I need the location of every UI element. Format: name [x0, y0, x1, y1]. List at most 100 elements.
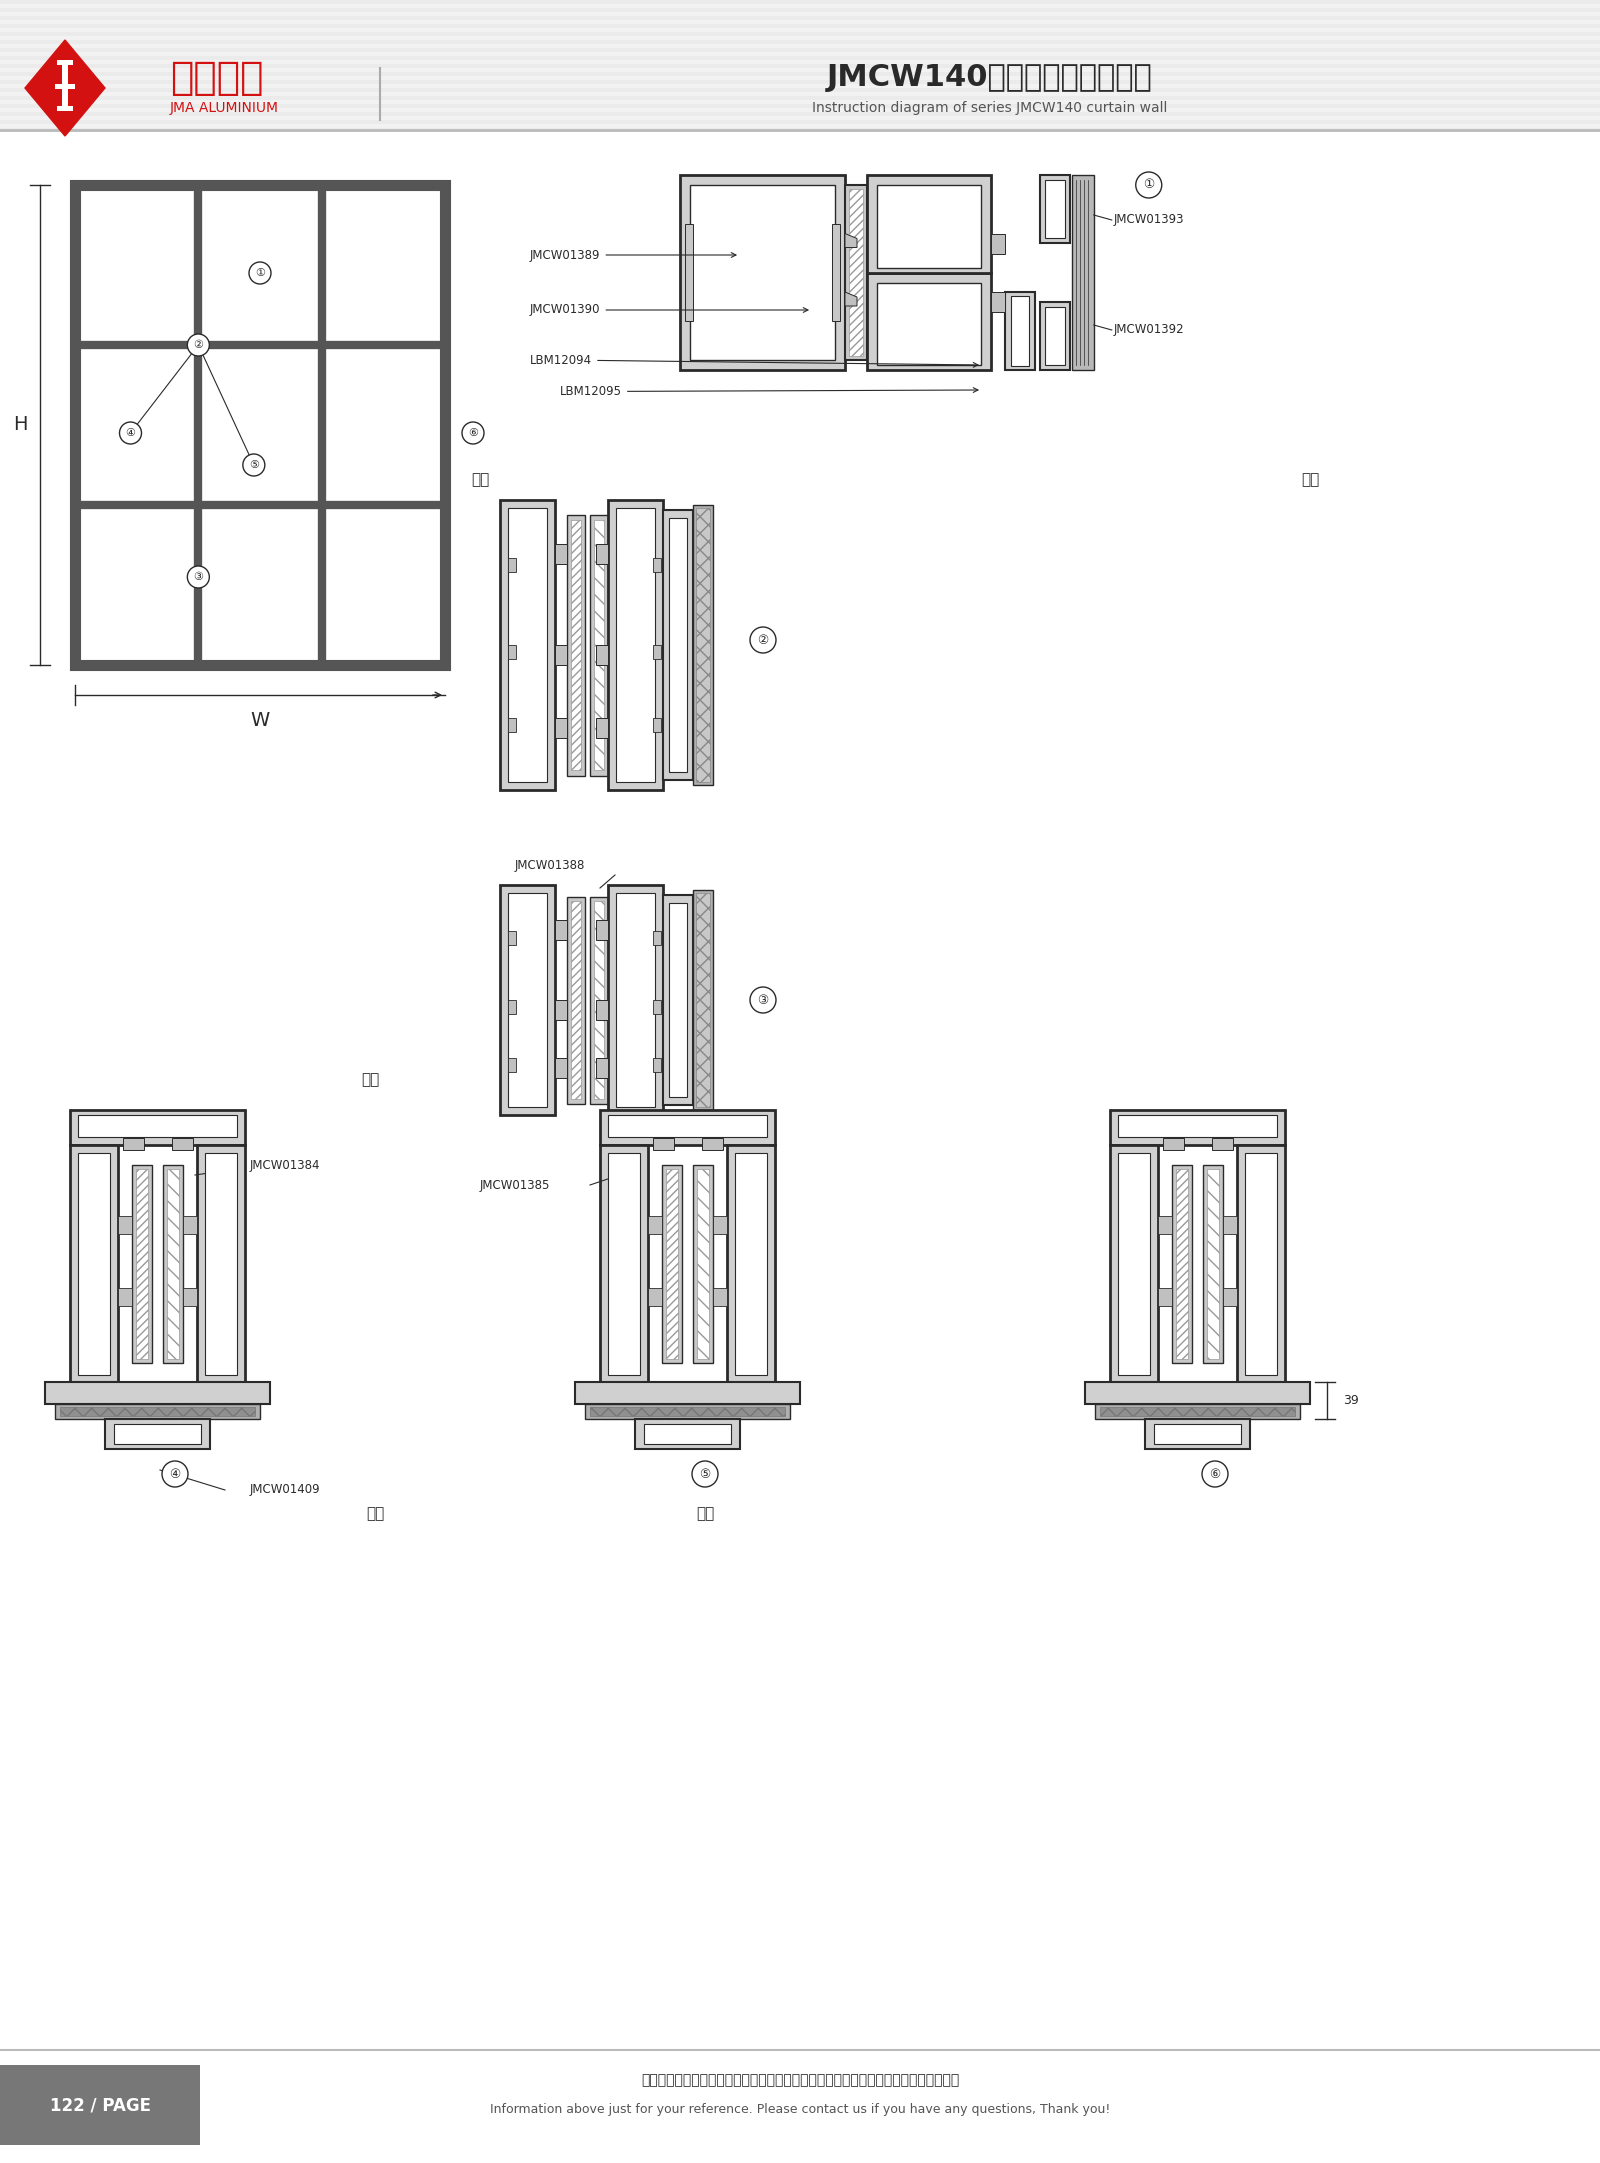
Bar [1045, 180, 1064, 238]
Text: LBM12094: LBM12094 [530, 353, 978, 368]
Bar [555, 645, 566, 664]
Bar [166, 1168, 179, 1358]
Bar [0, 132, 1600, 2051]
Circle shape [1136, 173, 1162, 199]
Bar [205, 1153, 237, 1376]
Bar [832, 223, 840, 322]
Bar [509, 893, 547, 1107]
Bar [635, 1419, 739, 1449]
Text: 室外: 室外 [696, 1505, 714, 1521]
Bar [845, 184, 867, 361]
Bar [0, 0, 1600, 4]
Bar [653, 1138, 674, 1151]
Bar [595, 1058, 608, 1077]
Bar [123, 1138, 144, 1151]
Bar [0, 56, 1600, 61]
Bar [1110, 1110, 1285, 1144]
Text: JMCW01392: JMCW01392 [1114, 324, 1184, 337]
Bar [648, 1216, 662, 1235]
Bar [714, 1287, 726, 1306]
Bar [590, 515, 608, 777]
Bar [1040, 175, 1070, 242]
Bar [666, 1168, 678, 1358]
Bar [136, 1168, 147, 1358]
Bar [690, 186, 835, 359]
Polygon shape [845, 234, 858, 247]
Bar [1101, 1406, 1294, 1417]
Bar [734, 1153, 766, 1376]
Circle shape [120, 422, 141, 443]
Bar [586, 1404, 790, 1419]
Bar [114, 1423, 202, 1445]
Bar [509, 558, 515, 571]
Bar [1146, 1419, 1250, 1449]
Text: W: W [250, 709, 270, 729]
Bar [499, 885, 555, 1114]
Bar [0, 95, 1600, 99]
Bar [566, 515, 586, 777]
Bar [867, 175, 990, 273]
Bar [118, 1287, 131, 1306]
Bar [509, 999, 515, 1014]
Bar [555, 543, 566, 565]
Text: LBM12095: LBM12095 [560, 385, 978, 398]
Circle shape [462, 422, 483, 443]
Text: 室外: 室外 [1301, 472, 1318, 487]
Text: ⑤: ⑤ [699, 1467, 712, 1482]
Bar [566, 895, 586, 1103]
Bar [616, 893, 654, 1107]
Bar [600, 1110, 774, 1144]
Text: ②: ② [757, 634, 768, 647]
Bar [509, 718, 515, 731]
Text: 室外: 室外 [366, 1505, 384, 1521]
Text: ④: ④ [170, 1467, 181, 1479]
Circle shape [750, 986, 776, 1012]
Bar [75, 186, 445, 664]
Bar [1085, 1382, 1310, 1404]
Text: ④: ④ [125, 428, 136, 437]
Text: ③: ③ [194, 571, 203, 582]
Circle shape [187, 567, 210, 588]
Circle shape [187, 333, 210, 357]
Bar [163, 1166, 182, 1363]
Bar [608, 1153, 640, 1376]
Bar [574, 1382, 800, 1404]
Text: ①: ① [254, 268, 266, 279]
Bar [1158, 1216, 1171, 1235]
Bar [608, 500, 662, 789]
Text: 坚美铝业: 坚美铝业 [170, 58, 264, 97]
Bar [850, 188, 862, 357]
Bar [693, 1166, 714, 1363]
Bar [509, 645, 515, 660]
Text: JMCW01409: JMCW01409 [250, 1484, 320, 1497]
Bar [75, 186, 445, 664]
Bar [701, 1138, 723, 1151]
Text: 39: 39 [1342, 1393, 1358, 1406]
Bar [555, 999, 566, 1021]
Bar [58, 106, 74, 110]
Bar [680, 175, 845, 370]
Bar [54, 84, 75, 89]
Text: JMCW01389: JMCW01389 [530, 249, 736, 262]
Bar [571, 902, 581, 1099]
Bar [61, 1406, 254, 1417]
Bar [509, 508, 547, 783]
Bar [608, 885, 662, 1114]
Bar [696, 893, 710, 1107]
Bar [1045, 307, 1064, 366]
Bar [600, 1144, 648, 1382]
Bar [555, 718, 566, 738]
Text: JMCW01384: JMCW01384 [250, 1159, 320, 1172]
Bar [1203, 1166, 1222, 1363]
Circle shape [250, 262, 270, 283]
Bar [182, 1287, 197, 1306]
Bar [182, 1216, 197, 1235]
Bar [78, 1114, 237, 1138]
Bar [1094, 1404, 1299, 1419]
Text: Information above just for your reference. Please contact us if you have any que: Information above just for your referenc… [490, 2102, 1110, 2118]
Bar [1072, 175, 1094, 370]
Bar [0, 119, 1600, 123]
Bar [1176, 1168, 1187, 1358]
Bar [653, 645, 661, 660]
Bar [595, 999, 608, 1021]
